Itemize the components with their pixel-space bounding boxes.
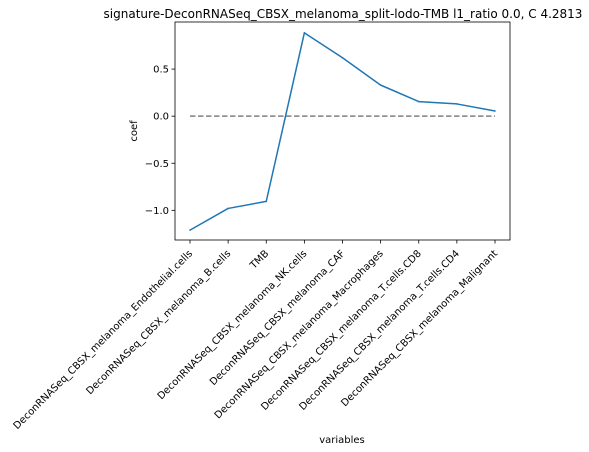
y-tick-label: 0.5 [153,65,169,76]
x-tick-label: TMB [248,248,272,272]
x-tick-label: DeconRNASeq_CBSX_melanoma_CAF [208,248,348,388]
data-point [379,84,382,86]
data-point [303,32,306,34]
plot-area [174,21,511,241]
series-layer [189,32,496,231]
y-tick-label: −0.5 [145,159,169,170]
y-axis-label: coef [129,120,140,142]
x-tick-label: DeconRNASeq_CBSX_melanoma_Endothelial.ce… [12,248,196,432]
x-axis: DeconRNASeq_CBSX_melanoma_Endothelial.ce… [12,240,500,432]
y-tick-label: 0.0 [153,112,169,123]
data-point [417,100,420,103]
series-line [189,32,496,231]
data-point [265,200,268,203]
data-point [341,56,344,59]
x-tick-label: DeconRNASeq_CBSX_melanoma_B.cells [84,248,233,397]
x-axis-label: variables [319,435,365,446]
data-point [456,103,458,105]
y-tick-label: −1.0 [145,206,169,217]
chart-title: signature-DeconRNASeq_CBSX_melanoma_spli… [104,7,583,21]
data-point [494,110,496,112]
data-point [189,229,191,231]
y-axis: 0.5 0.0 −0.5 −1.0 [145,65,175,217]
data-point [227,207,229,210]
